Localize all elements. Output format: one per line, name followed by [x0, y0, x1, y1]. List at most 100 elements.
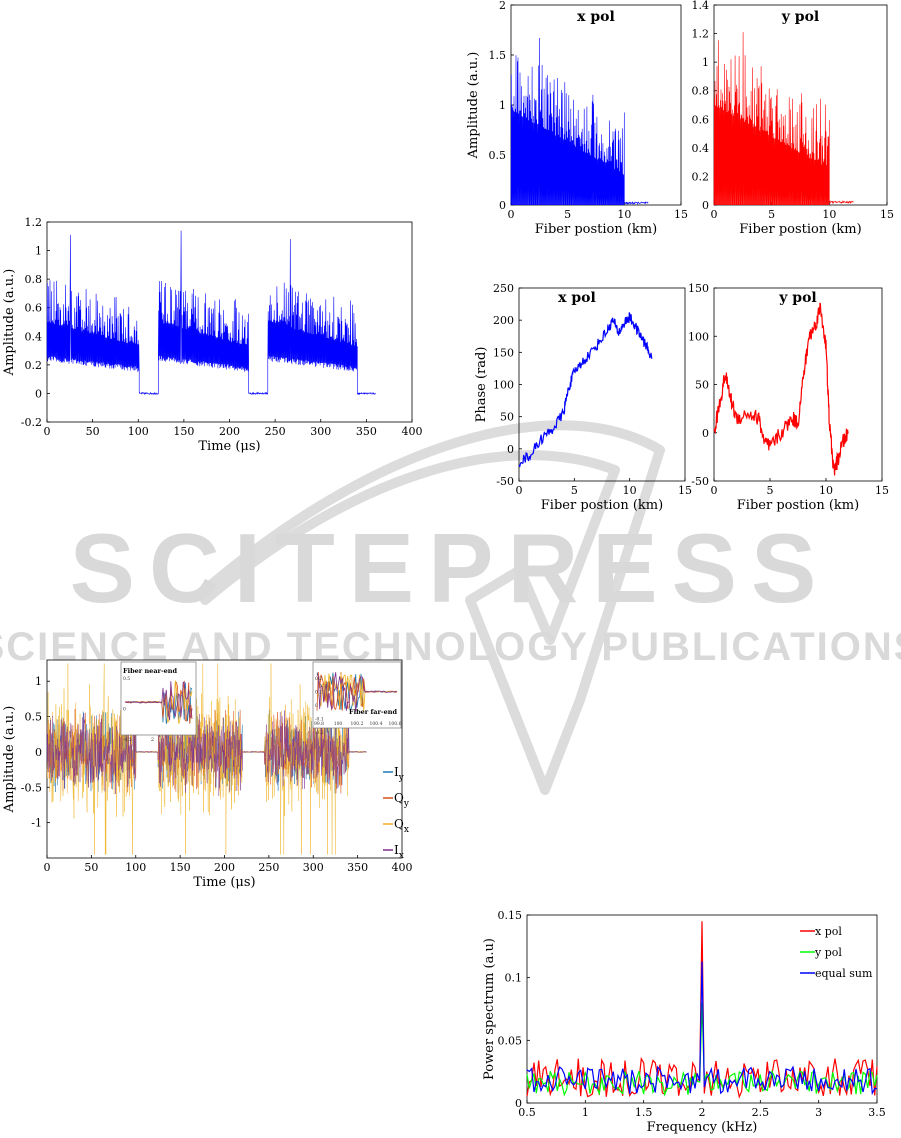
inset-series-line	[316, 672, 398, 712]
legend-label-sub: y	[398, 773, 405, 783]
y-tick-label: -1	[31, 817, 42, 830]
x-tick-label: 0.5	[518, 1106, 536, 1119]
y-axis-label: Phase (rad)	[474, 347, 489, 423]
x-tick-label: 150	[173, 425, 194, 438]
y-tick-label: 0	[35, 387, 42, 400]
y-tick-label: 0.8	[692, 85, 710, 98]
legend: x pol y pol equal sum	[800, 925, 873, 980]
y-tick-label: 50	[500, 411, 514, 424]
y-tick-label: 0.5	[25, 711, 43, 724]
inset-y-tick-label: 0	[315, 703, 318, 709]
y-tick-label: -50	[691, 475, 709, 488]
inset-label: Fiber near-end	[123, 667, 178, 675]
legend-label: Ix	[394, 843, 404, 861]
x-tick-label: 0	[711, 484, 718, 497]
y-tick-label: 200	[493, 314, 514, 327]
inset-label: Fiber far-end	[349, 708, 397, 716]
x-axis-label: Fiber postion (km)	[739, 222, 861, 237]
y-tick-label: 1.4	[692, 0, 710, 12]
inset-y-tick-label: 0.5	[123, 676, 130, 682]
x-tick-label: 100	[128, 425, 149, 438]
inset-series-line	[124, 681, 193, 721]
y-tick-label: 0.5	[489, 149, 507, 162]
chart-time-trace: 0 50 100 150 200 250 300 350 400-0.200.20.40.60.…	[2, 216, 423, 454]
x-tick-label: 5	[564, 208, 571, 221]
x-axis-label: Fiber postion (km)	[535, 222, 657, 237]
y-tick-label: 0	[702, 427, 709, 440]
x-tick-label: 0	[508, 208, 515, 221]
y-axis-label: Power spectrum (a.u)	[482, 938, 497, 1080]
x-axis-label: Time (μs)	[198, 439, 260, 454]
legend-label: Qy	[394, 791, 410, 809]
inset-x-tick-label: 2	[151, 737, 154, 743]
y-tick-label: 0	[515, 1097, 522, 1110]
y-tick-label: 1	[35, 245, 42, 258]
x-tick-label: 250	[265, 425, 286, 438]
y-tick-label: 50	[695, 379, 709, 392]
legend-label: y pol	[814, 946, 842, 959]
legend-label: x pol	[815, 925, 842, 938]
series-line	[46, 230, 376, 396]
legend-label-sub: y	[403, 799, 410, 809]
x-tick-label: 2	[699, 1106, 706, 1119]
legend-label-main: Q	[394, 791, 404, 805]
y-tick-label: -0.2	[21, 416, 42, 429]
legend-label-sub: x	[404, 825, 409, 835]
x-tick-label: 100	[125, 861, 146, 874]
y-axis-label: Amplitude (a.u.)	[466, 52, 481, 160]
y-tick-label: 150	[688, 282, 709, 295]
series-line-equal-sum	[526, 961, 878, 1096]
x-tick-label: 350	[356, 425, 377, 438]
chart-amp-y: 0 5 10 15 0 0.2 0.4 0.6 0.8 1 1.2 1.4 Fiber postion …	[692, 0, 895, 237]
y-tick-label: 1.2	[692, 28, 710, 41]
inset-y-tick-label: -0.5	[123, 737, 132, 743]
y-tick-label: 0	[702, 199, 709, 212]
y-tick-label: 1	[702, 56, 709, 69]
x-tick-label: 10	[819, 484, 833, 497]
x-tick-label: 400	[392, 861, 413, 874]
x-tick-label: 0	[516, 484, 523, 497]
x-tick-label: 50	[84, 861, 98, 874]
y-axis-label: Amplitude (a.u.)	[2, 269, 17, 377]
inset-y-tick-label: 0	[123, 707, 126, 713]
x-tick-label: 50	[86, 425, 100, 438]
plot-title: x pol	[558, 290, 596, 306]
x-tick-label: 300	[303, 861, 324, 874]
x-tick-label: 5	[768, 208, 775, 221]
y-tick-label: 1.2	[25, 216, 43, 229]
x-tick-label: 300	[310, 425, 331, 438]
inset-y-tick-label: -0.1	[315, 717, 324, 723]
series-line-y-pol	[526, 1002, 878, 1097]
x-tick-label: 5	[571, 484, 578, 497]
x-tick-label: 15	[880, 208, 894, 221]
inset-y-tick-label: 0.1	[315, 690, 322, 696]
y-tick-label: 0.2	[692, 170, 710, 183]
x-axis-label: Fiber postion (km)	[737, 498, 859, 513]
inset-y-tick-label: 0.2	[315, 676, 322, 682]
x-tick-label: 10	[617, 208, 631, 221]
y-tick-label: 0	[35, 746, 42, 759]
chart-amp-x: 0 5 10 15 0 0.5 1 1.5 2 Fiber postion (km) Amplitu…	[466, 0, 688, 237]
x-tick-label: 0	[44, 425, 51, 438]
series-line	[518, 312, 653, 468]
y-tick-label: 150	[493, 346, 514, 359]
x-tick-label: 3.5	[868, 1106, 886, 1119]
y-tick-label: 1	[35, 675, 42, 688]
y-tick-label: -0.5	[21, 781, 42, 794]
plot-title: x pol	[577, 9, 615, 25]
plot-title: y pol	[778, 290, 816, 306]
y-tick-label: 0.2	[25, 359, 43, 372]
series-line-qx	[46, 663, 367, 855]
x-tick-label: 15	[678, 484, 692, 497]
x-tick-label: 400	[402, 425, 423, 438]
series-line	[713, 302, 849, 476]
x-tick-label: 3	[815, 1106, 822, 1119]
plot-frame	[518, 287, 686, 482]
y-tick-label: 100	[493, 379, 514, 392]
y-tick-label: 100	[688, 330, 709, 343]
x-tick-label: 200	[214, 861, 235, 874]
